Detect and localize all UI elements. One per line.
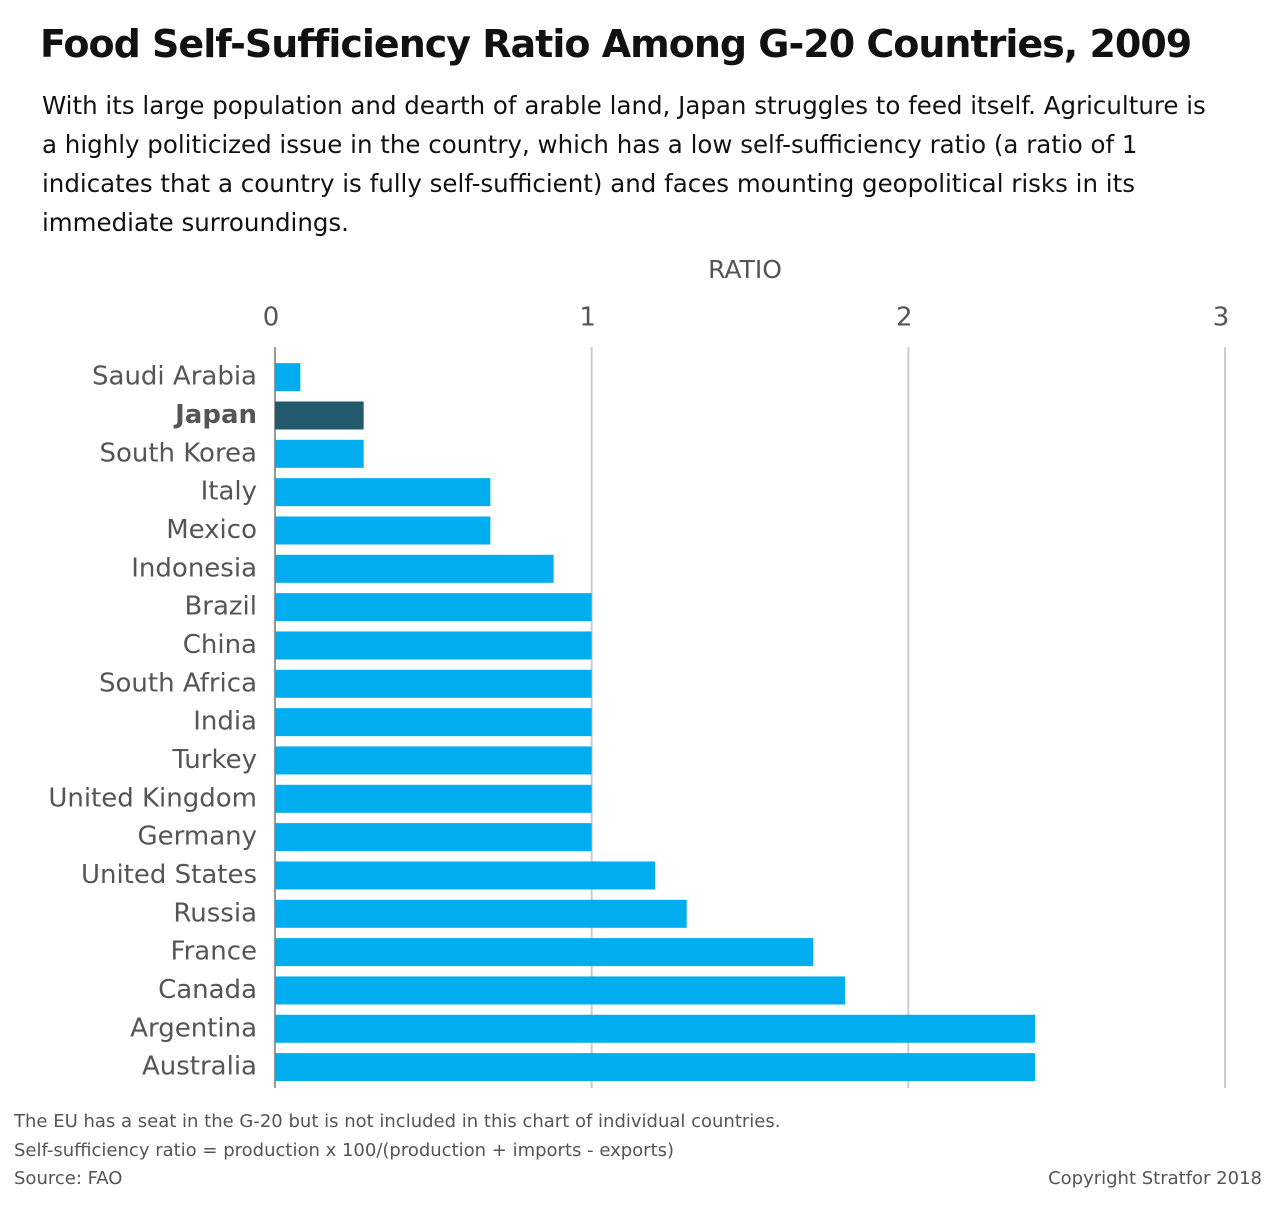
x-tick-label: 0 — [263, 303, 280, 333]
y-tick-label: Mexico — [166, 515, 257, 545]
y-tick-label: South Korea — [99, 438, 257, 468]
bar — [275, 784, 592, 813]
y-tick-label: Russia — [173, 898, 257, 928]
x-tick-label: 3 — [1213, 303, 1230, 333]
copyright: Copyright Stratfor 2018 — [1048, 1168, 1262, 1189]
y-tick-label: Japan — [173, 400, 257, 430]
note: Self-sufficiency ratio = production x 10… — [14, 1140, 675, 1161]
y-tick-label: Canada — [158, 975, 257, 1005]
y-tick-label: Indonesia — [131, 553, 257, 583]
y-tick-label: Argentina — [130, 1013, 257, 1043]
bar — [275, 899, 687, 928]
bar — [275, 1053, 1035, 1082]
bar — [275, 708, 592, 737]
bar — [275, 823, 592, 852]
bar — [275, 363, 301, 392]
y-tick-label: South Africa — [99, 668, 257, 698]
bar — [275, 1014, 1035, 1043]
chart-subtitle: With its large population and dearth of … — [42, 91, 1206, 237]
y-tick-label: Turkey — [171, 745, 257, 775]
x-axis-label: RATIO — [708, 255, 782, 284]
bar — [275, 554, 554, 583]
y-tick-label: Australia — [142, 1052, 257, 1082]
bar — [275, 746, 592, 775]
y-tick-label: China — [183, 630, 257, 660]
y-tick-label: United Kingdom — [48, 783, 257, 813]
y-tick-label: United States — [81, 860, 257, 890]
bar — [275, 593, 592, 622]
y-tick-label: Germany — [137, 822, 257, 852]
x-tick-label: 2 — [896, 303, 913, 333]
bar — [275, 631, 592, 660]
bar — [275, 976, 845, 1005]
bar — [275, 439, 364, 468]
bar — [275, 516, 491, 545]
bar — [275, 669, 592, 698]
chart-title: Food Self-Sufficiency Ratio Among G-20 C… — [40, 22, 1192, 66]
note: Source: FAO — [14, 1168, 123, 1189]
y-tick-label: France — [171, 937, 257, 967]
y-tick-label: Italy — [201, 477, 257, 507]
y-tick-label: India — [193, 707, 257, 737]
bar — [275, 861, 655, 890]
y-tick-label: Brazil — [184, 592, 257, 622]
y-tick-label: Saudi Arabia — [92, 362, 257, 392]
note: The EU has a seat in the G-20 but is not… — [14, 1111, 781, 1132]
bar — [275, 478, 491, 507]
x-tick-label: 1 — [579, 303, 596, 333]
bar — [275, 401, 364, 430]
bar — [275, 938, 814, 967]
